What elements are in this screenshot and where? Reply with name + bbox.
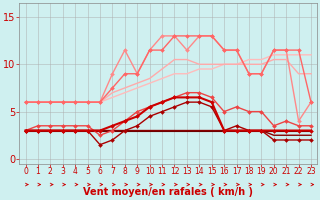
X-axis label: Vent moyen/en rafales ( km/h ): Vent moyen/en rafales ( km/h ) <box>83 187 253 197</box>
